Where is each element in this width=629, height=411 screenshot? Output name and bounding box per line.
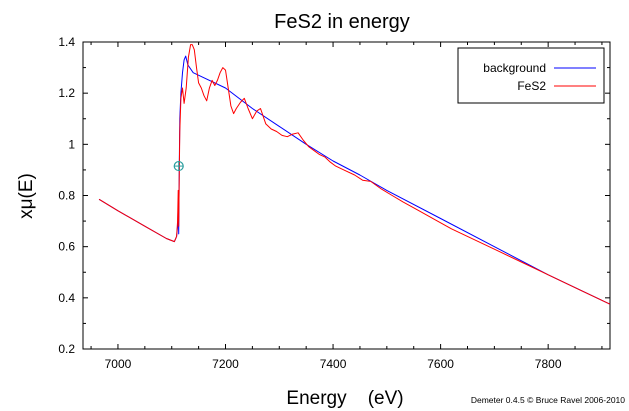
- y-tick-label: 1: [68, 137, 75, 151]
- legend-label: background: [483, 61, 546, 75]
- x-tick-label: 7000: [105, 357, 132, 371]
- x-tick-label: 7200: [212, 357, 239, 371]
- y-axis-label: xμ(E): [16, 173, 37, 219]
- legend-box: [457, 47, 605, 104]
- legend-label: FeS2: [517, 79, 546, 93]
- series-layer: [98, 44, 611, 305]
- y-tick-label: 0.2: [58, 342, 75, 356]
- series-line-fes2: [98, 44, 611, 305]
- credit-text: Demeter 0.4.5 © Bruce Ravel 2006-2010: [471, 395, 625, 405]
- y-tick-label: 0.6: [58, 240, 75, 254]
- x-tick-label: 7600: [427, 357, 454, 371]
- chart-title: FeS2 in energy: [274, 11, 410, 33]
- y-tick-label: 1.2: [58, 86, 75, 100]
- x-axis-label: Energy (eV): [286, 388, 403, 409]
- y-tick-label: 1.4: [58, 35, 75, 49]
- x-tick-label: 7800: [535, 357, 562, 371]
- x-axis: 7000 7200 7400 7600 7800: [90, 42, 603, 371]
- y-tick-label: 0.4: [58, 291, 75, 305]
- y-axis: 0.2 0.4 0.6 0.8 1 1.2 1.4: [58, 35, 610, 356]
- x-tick-label: 7400: [320, 357, 347, 371]
- y-tick-label: 0.8: [58, 189, 75, 203]
- legend: background FeS2: [457, 47, 605, 104]
